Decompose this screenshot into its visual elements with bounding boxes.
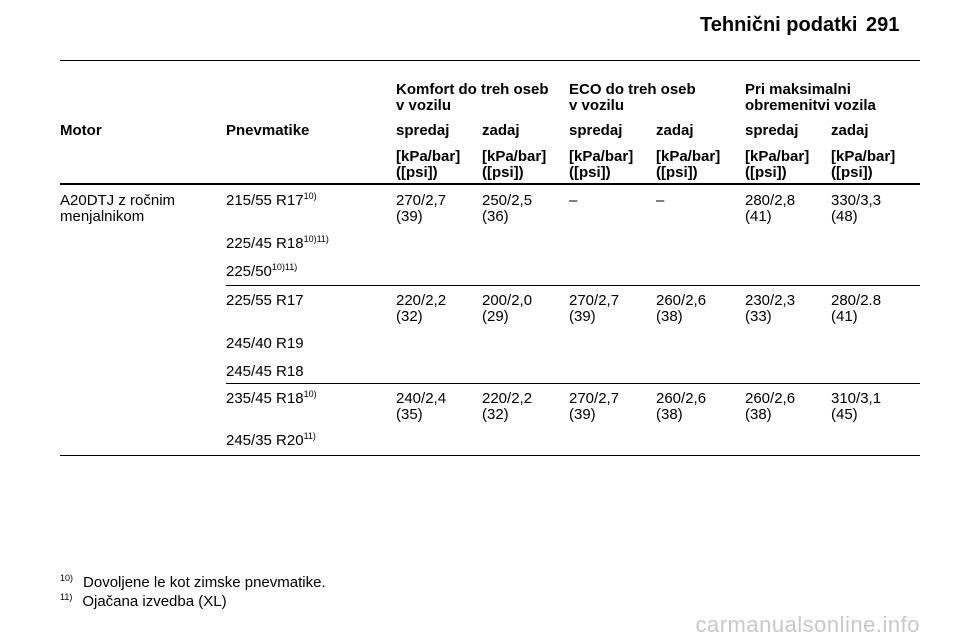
pressure-value: 280/2,8 (41) <box>745 192 796 225</box>
tyre-size: 225/45 R1810)11) <box>226 234 329 252</box>
page-title: Tehnični podatki <box>700 14 858 36</box>
column-header-rear: zadaj <box>656 122 694 139</box>
pressure-value: 220/2,2 (32) <box>482 390 533 423</box>
pressure-value: 220/2,2 (32) <box>396 292 447 325</box>
pressure-value: 330/3,3 (48) <box>831 192 882 225</box>
pressure-value: 260/2,6 (38) <box>745 390 796 423</box>
motor-cell: A20DTJ z ročnim menjalnikom <box>60 192 176 225</box>
header-rule <box>60 60 920 61</box>
unit-header: [kPa/bar] ([psi]) <box>656 148 721 181</box>
table-bottom-rule <box>60 455 920 456</box>
watermark: carmanualsonline.info <box>695 612 920 637</box>
tyre-size: 225/55 R17 <box>226 292 304 309</box>
group-header-comfort: Komfort do treh oseb v vozilu <box>396 81 549 114</box>
pressure-value: 250/2,5 (36) <box>482 192 533 225</box>
pressure-value: 310/3,1 (45) <box>831 390 882 423</box>
unit-header: [kPa/bar] ([psi]) <box>569 148 634 181</box>
tyre-size: 235/45 R1810) <box>226 389 317 407</box>
column-header-rear: zadaj <box>831 122 869 139</box>
pressure-value: 240/2,4 (35) <box>396 390 447 423</box>
footnote: 11) Ojačana izvedba (XL) <box>60 592 227 610</box>
pressure-value: – <box>569 192 578 209</box>
column-header-rear: zadaj <box>482 122 520 139</box>
header-bottom-rule <box>60 183 920 185</box>
column-header-front: spredaj <box>396 122 450 139</box>
column-header-motor: Motor <box>60 122 102 139</box>
pressure-value: 270/2,7 (39) <box>569 390 620 423</box>
row-divider <box>226 383 920 384</box>
group-header-eco: ECO do treh oseb v vozilu <box>569 81 696 114</box>
pressure-value: 230/2,3 (33) <box>745 292 796 325</box>
pressure-value: 270/2,7 (39) <box>569 292 620 325</box>
column-header-tyres: Pnevmatike <box>226 122 310 139</box>
tyre-size: 245/35 R2011) <box>226 431 316 449</box>
tyre-size: 245/40 R19 <box>226 335 304 352</box>
unit-header: [kPa/bar] ([psi]) <box>482 148 547 181</box>
pressure-value: 280/2.8 (41) <box>831 292 882 325</box>
column-header-front: spredaj <box>745 122 799 139</box>
pressure-value: 270/2,7 (39) <box>396 192 447 225</box>
tyre-size: 215/55 R1710) <box>226 191 317 209</box>
page-number: 291 <box>866 14 900 36</box>
unit-header: [kPa/bar] ([psi]) <box>745 148 810 181</box>
pressure-value: 260/2,6 (38) <box>656 390 707 423</box>
pressure-value: 260/2,6 (38) <box>656 292 707 325</box>
group-header-max-load: Pri maksimalni obremenitvi vozila <box>745 81 876 114</box>
pressure-value: 200/2,0 (29) <box>482 292 533 325</box>
row-divider <box>226 285 920 286</box>
unit-header: [kPa/bar] ([psi]) <box>396 148 461 181</box>
tyre-size: 245/45 R18 <box>226 363 304 380</box>
footnote: 10) Dovoljene le kot zimske pnevmatike. <box>60 573 326 591</box>
tyre-size: 225/5010)11) <box>226 262 298 280</box>
column-header-front: spredaj <box>569 122 623 139</box>
unit-header: [kPa/bar] ([psi]) <box>831 148 896 181</box>
pressure-value: – <box>656 192 665 209</box>
